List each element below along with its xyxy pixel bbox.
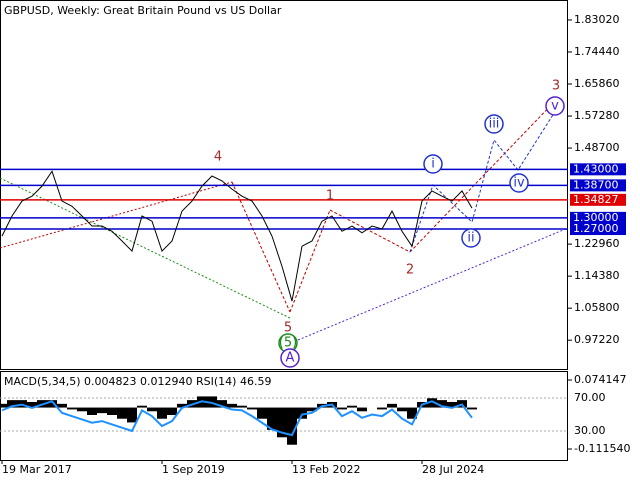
price-line bbox=[1, 170, 473, 302]
x-tick-label: 1 Sep 2019 bbox=[162, 463, 225, 476]
trend-line bbox=[0, 177, 291, 319]
wave-line bbox=[289, 209, 331, 313]
sub-pane bbox=[0, 371, 568, 461]
histogram-bar bbox=[87, 407, 97, 415]
wave-line bbox=[409, 109, 557, 253]
chart-title: GBPUSD, Weekly: Great Britain Pound vs U… bbox=[4, 4, 282, 17]
wave-label: (5) bbox=[279, 336, 297, 351]
y-tick-label: 1.14380 bbox=[574, 269, 620, 282]
level-box bbox=[570, 211, 626, 224]
histogram-bar bbox=[427, 398, 437, 408]
histogram-bar bbox=[227, 403, 237, 408]
histogram-bar bbox=[7, 400, 17, 408]
histogram-bar bbox=[67, 407, 77, 410]
histogram-bar bbox=[97, 407, 107, 414]
level-box bbox=[570, 163, 626, 176]
wave-line bbox=[231, 181, 291, 313]
y-tick-label: 1.83020 bbox=[574, 13, 620, 26]
wave-line bbox=[329, 209, 411, 253]
wave-circle bbox=[545, 96, 565, 116]
indicator-title: MACD(5,34,5) 0.004823 0.012940 RSI(14) 4… bbox=[4, 375, 271, 388]
wave-label: 2 bbox=[406, 263, 414, 278]
y-tick-label: 0.074147 bbox=[574, 373, 627, 386]
wave-label: A bbox=[286, 351, 295, 366]
histogram-bar bbox=[117, 407, 127, 419]
wave-label: 1 bbox=[326, 189, 334, 204]
level-box bbox=[570, 193, 626, 206]
level-label: 1.30000 bbox=[573, 211, 619, 224]
y-tick-label: 1.57280 bbox=[574, 109, 620, 122]
histogram-bar bbox=[127, 407, 137, 423]
level-box bbox=[570, 179, 626, 192]
x-tick-label: 19 Mar 2017 bbox=[2, 463, 72, 476]
histogram-bar bbox=[57, 403, 67, 408]
histogram-bar bbox=[437, 400, 447, 408]
histogram-bar bbox=[377, 407, 387, 410]
histogram-bar bbox=[467, 407, 477, 410]
histogram-bar bbox=[47, 400, 57, 408]
level-label: 1.27000 bbox=[573, 222, 619, 235]
histogram-bar bbox=[287, 407, 297, 445]
histogram-bar bbox=[397, 407, 407, 412]
wave-label: iii bbox=[489, 117, 500, 132]
histogram-bar bbox=[237, 405, 247, 408]
histogram-bar bbox=[157, 407, 167, 419]
histogram-bar bbox=[357, 407, 367, 412]
wave-label: 5 bbox=[284, 321, 292, 336]
wave-circle bbox=[509, 173, 529, 193]
wave-label: ii bbox=[467, 231, 474, 246]
y-tick-label: 1.48700 bbox=[574, 141, 620, 154]
histogram-bar bbox=[387, 403, 397, 408]
trend-line bbox=[297, 227, 569, 341]
histogram-bar bbox=[147, 407, 157, 412]
histogram-bar bbox=[307, 407, 317, 412]
wave-label: v bbox=[551, 99, 559, 114]
wave-circle bbox=[280, 348, 300, 368]
rsi-line bbox=[1, 400, 473, 437]
wave-label: i bbox=[431, 157, 435, 172]
x-tick-label: 28 Jul 2024 bbox=[422, 463, 484, 476]
wave-circle bbox=[461, 228, 481, 248]
histogram-bar bbox=[447, 401, 457, 408]
wave-circle bbox=[484, 114, 504, 134]
wave-line bbox=[409, 99, 557, 253]
y-tick-label: 1.22960 bbox=[574, 237, 620, 250]
histogram-bar bbox=[337, 407, 347, 410]
histogram-bar bbox=[217, 400, 227, 408]
histogram-bar bbox=[267, 407, 277, 430]
y2-tick-label: 70.00 bbox=[574, 391, 606, 404]
level-box bbox=[570, 223, 626, 236]
histogram-bar bbox=[257, 407, 267, 419]
histogram-bar bbox=[0, 403, 7, 408]
y-tick-label: 1.74440 bbox=[574, 45, 620, 58]
histogram-bar bbox=[137, 405, 147, 408]
wave-label: iv bbox=[513, 176, 525, 191]
histogram-bar bbox=[27, 401, 37, 408]
level-label: 1.38700 bbox=[573, 178, 619, 191]
wave-label: 4 bbox=[214, 150, 222, 165]
histogram-bar bbox=[167, 407, 177, 415]
y-tick-label: 0.97220 bbox=[574, 333, 620, 346]
x-tick-label: 13 Feb 2022 bbox=[292, 463, 360, 476]
histogram-bar bbox=[347, 405, 357, 408]
histogram-bar bbox=[277, 407, 287, 438]
wave-circle bbox=[423, 154, 443, 174]
histogram-bar bbox=[77, 407, 87, 412]
histogram-bar bbox=[407, 407, 417, 419]
trend-line bbox=[0, 181, 233, 249]
level-label: 1.34827 bbox=[573, 193, 619, 206]
histogram-bar bbox=[247, 407, 257, 410]
y-tick-label: 1.05800 bbox=[574, 301, 620, 314]
histogram-bar bbox=[107, 407, 117, 415]
histogram-bar bbox=[297, 407, 307, 419]
y-tick-label: -0.111540 bbox=[574, 442, 630, 455]
level-label: 1.43000 bbox=[573, 162, 619, 175]
y2-tick-label: 30.00 bbox=[574, 424, 606, 437]
y-tick-label: 1.65860 bbox=[574, 77, 620, 90]
wave-label: 3 bbox=[552, 79, 560, 94]
histogram-bar bbox=[177, 403, 187, 408]
